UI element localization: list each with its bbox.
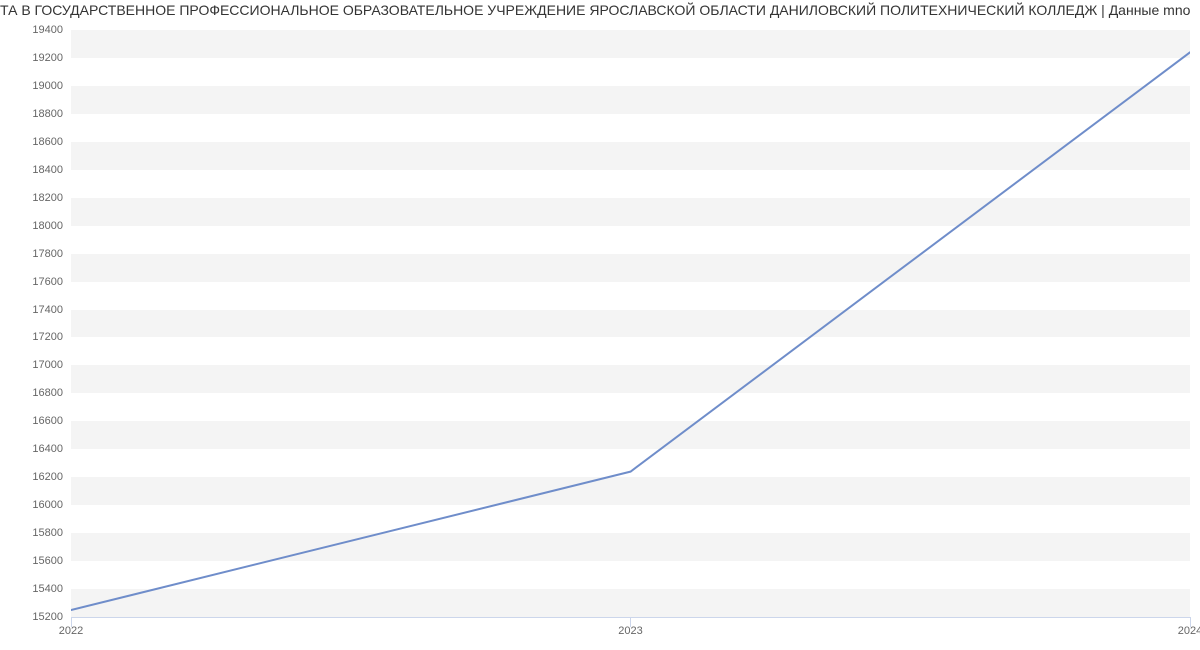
chart-title: ТА В ГОСУДАРСТВЕННОЕ ПРОФЕССИОНАЛЬНОЕ ОБ…: [0, 0, 1200, 20]
y-axis-label: 15400: [32, 583, 71, 595]
y-axis-label: 16000: [32, 499, 71, 511]
y-axis-label: 17600: [32, 276, 71, 288]
y-axis-label: 18000: [32, 220, 71, 232]
y-axis-label: 18800: [32, 108, 71, 120]
y-axis-label: 17200: [32, 331, 71, 343]
y-axis-label: 15600: [32, 555, 71, 567]
x-axis-label: 2023: [618, 617, 642, 637]
y-axis-label: 17000: [32, 359, 71, 371]
plot-area: 1520015400156001580016000162001640016600…: [71, 30, 1190, 617]
series-line: [71, 30, 1190, 617]
x-axis-label: 2022: [59, 617, 83, 637]
y-axis-label: 16200: [32, 471, 71, 483]
y-axis-label: 15800: [32, 527, 71, 539]
y-axis-label: 16400: [32, 443, 71, 455]
y-axis-label: 19400: [32, 24, 71, 36]
y-axis-label: 18600: [32, 136, 71, 148]
y-axis-label: 19200: [32, 52, 71, 64]
chart-container: ТА В ГОСУДАРСТВЕННОЕ ПРОФЕССИОНАЛЬНОЕ ОБ…: [0, 0, 1200, 650]
y-axis-label: 18400: [32, 164, 71, 176]
y-axis-label: 17800: [32, 248, 71, 260]
y-axis-label: 18200: [32, 192, 71, 204]
y-axis-label: 16600: [32, 415, 71, 427]
x-axis-label: 2024: [1178, 617, 1200, 637]
y-axis-label: 16800: [32, 387, 71, 399]
y-axis-label: 19000: [32, 80, 71, 92]
y-axis-label: 17400: [32, 304, 71, 316]
